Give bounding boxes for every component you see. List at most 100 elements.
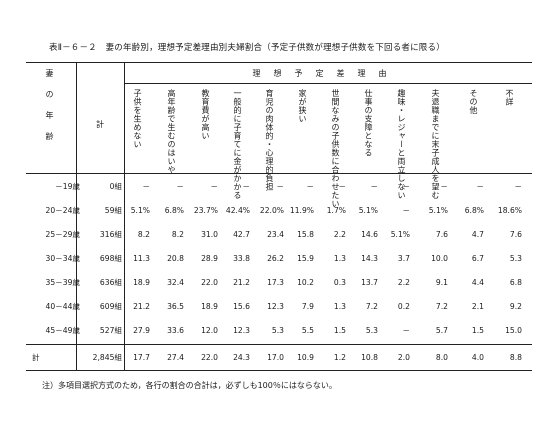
header-reason-8: 仕事の支障となる xyxy=(364,89,373,157)
cell: 5.3 xyxy=(271,326,284,335)
row-count: 0組 xyxy=(109,182,122,191)
cell: 11.9% xyxy=(289,206,314,215)
cell: － xyxy=(338,182,346,191)
cell: － xyxy=(210,182,218,191)
header-reason-12: 不詳 xyxy=(505,89,514,106)
table-row: 30－34歳 698組 11.3 20.8 28.9 33.8 26.2 15.… xyxy=(26,247,532,271)
row-count: 527組 xyxy=(99,326,122,335)
cell: 1.3 xyxy=(333,254,346,263)
cell: 6.8% xyxy=(164,206,184,215)
row-count: 636組 xyxy=(99,278,122,287)
cell: 8.2 xyxy=(171,230,184,239)
cell: 1.3 xyxy=(333,302,346,311)
table-row: 40－44歳 609組 21.2 36.5 18.9 15.6 12.3 7.9… xyxy=(26,295,532,319)
header-reason-9: 趣味・レジャーと両立しない xyxy=(397,89,406,200)
cell: 2.1 xyxy=(471,302,484,311)
row-age: 35－39歳 xyxy=(45,278,80,287)
cell: 42.4% xyxy=(225,206,250,215)
header-reason-5: 育児の肉体的・心理的負担 xyxy=(265,89,274,191)
cell: － xyxy=(142,182,150,191)
cell: 14.3 xyxy=(361,254,378,263)
cell: 7.6 xyxy=(435,230,448,239)
cell: 23.4 xyxy=(267,230,284,239)
cell: 15.8 xyxy=(297,230,314,239)
cell: 18.6% xyxy=(497,206,522,215)
cell: 1.7% xyxy=(326,206,346,215)
row-age: 45－49歳 xyxy=(45,326,80,335)
table-row: 35－39歳 636組 18.9 32.4 22.0 21.2 17.3 10.… xyxy=(26,271,532,295)
cell: － xyxy=(306,182,314,191)
cell: 8.2 xyxy=(137,230,150,239)
cell: － xyxy=(176,182,184,191)
footnote: 注）多項目選択方式のため，各行の割合の合計は，必ずしも100％にはならない。 xyxy=(42,381,337,390)
cell: 6.7 xyxy=(471,254,484,263)
cell: － xyxy=(402,326,410,335)
header-reason-group: 理想予定差理由 xyxy=(252,69,400,78)
cell: 18.9 xyxy=(201,302,218,311)
row-count: 698組 xyxy=(99,254,122,263)
table-row: 25－29歳 316組 8.2 8.2 31.0 42.7 23.4 15.8 … xyxy=(26,223,532,247)
cell: 26.2 xyxy=(267,254,284,263)
cell: 4.0 xyxy=(471,353,484,362)
cell: 10.2 xyxy=(297,278,314,287)
cell: 28.9 xyxy=(201,254,218,263)
cell: 7.6 xyxy=(509,230,522,239)
row-age: 30－34歳 xyxy=(45,254,80,263)
cell: 23.7% xyxy=(193,206,218,215)
cell: 32.4 xyxy=(167,278,184,287)
cell: － xyxy=(402,182,410,191)
cell: 17.3 xyxy=(267,278,284,287)
cell: 10.8 xyxy=(361,353,378,362)
divider xyxy=(124,63,125,370)
cell: 4.4 xyxy=(471,278,484,287)
header-reason-2: 高年齢で生むのはいや xyxy=(167,89,176,174)
cell: 1.5 xyxy=(333,326,346,335)
table-row: 45－49歳 527組 27.9 33.6 12.0 12.3 5.3 5.5 … xyxy=(26,319,532,343)
table-row-total: 計 2,845組 17.7 27.4 22.0 24.3 17.0 10.9 1… xyxy=(26,346,532,370)
cell: 10.9 xyxy=(297,353,314,362)
cell: 1.2 xyxy=(333,353,346,362)
table-row: －19歳 0組 － － － － － － － － － － － － xyxy=(26,175,532,199)
cell: 22.0 xyxy=(201,278,218,287)
header-wife-age: 妻の年齢 xyxy=(45,69,54,153)
cell: 7.2 xyxy=(435,302,448,311)
header-reason-11: その他 xyxy=(469,89,478,115)
cell: 27.9 xyxy=(133,326,150,335)
row-count: 2,845組 xyxy=(92,353,122,362)
cell: 33.6 xyxy=(167,326,184,335)
header-reason-3: 教育費が高い xyxy=(201,89,210,140)
header-reason-4: 一般的に子育てに金がかかる xyxy=(233,89,242,200)
cell: 7.2 xyxy=(365,302,378,311)
header-total: 計 xyxy=(96,120,104,129)
cell: 1.5 xyxy=(471,326,484,335)
cell: 5.5 xyxy=(301,326,314,335)
cell: 5.3 xyxy=(509,254,522,263)
cell: 4.7 xyxy=(471,230,484,239)
cell: 15.9 xyxy=(297,254,314,263)
cell: 15.6 xyxy=(233,302,250,311)
cell: 5.3 xyxy=(365,326,378,335)
cell: 2.0 xyxy=(397,353,410,362)
header-reason-7: 世間なみの子供数に合わせたい xyxy=(331,89,340,208)
cell: 3.7 xyxy=(397,254,410,263)
row-count: 316組 xyxy=(99,230,122,239)
divider xyxy=(26,344,532,345)
cell: 13.7 xyxy=(361,278,378,287)
cell: 20.8 xyxy=(167,254,184,263)
cell: 12.0 xyxy=(201,326,218,335)
cell: 5.1% xyxy=(358,206,378,215)
row-age: 25－29歳 xyxy=(45,230,80,239)
divider xyxy=(26,173,532,174)
divider xyxy=(76,63,77,370)
cell: － xyxy=(476,182,484,191)
cell: 2.2 xyxy=(333,230,346,239)
cell: 5.1% xyxy=(130,206,150,215)
cell: 31.0 xyxy=(201,230,218,239)
cell: 9.1 xyxy=(435,278,448,287)
cell: 12.3 xyxy=(233,326,250,335)
cell: 33.8 xyxy=(233,254,250,263)
divider xyxy=(124,83,532,84)
cell: 21.2 xyxy=(133,302,150,311)
row-age: －19歳 xyxy=(55,182,80,191)
cell: 5.1% xyxy=(428,206,448,215)
